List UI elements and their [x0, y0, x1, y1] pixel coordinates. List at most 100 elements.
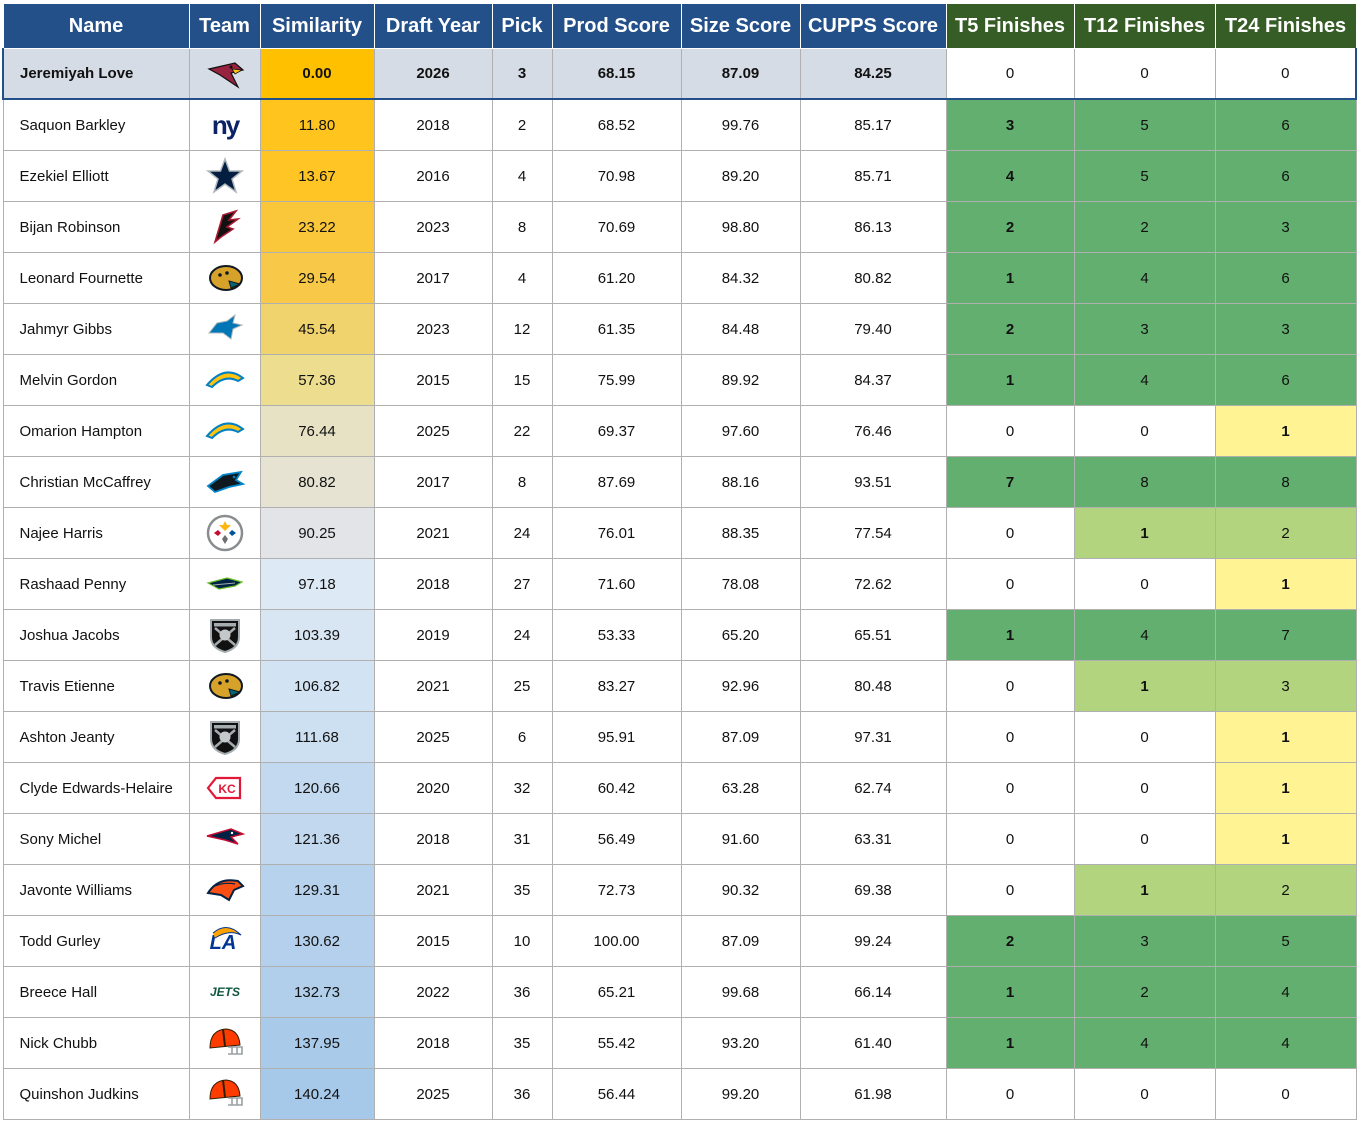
- cell-prod-score[interactable]: 83.27: [551, 660, 682, 712]
- cell-similarity[interactable]: 29.54: [259, 252, 375, 304]
- cell-pick[interactable]: 32: [491, 762, 553, 814]
- cell-draft-year[interactable]: 2018: [373, 98, 493, 151]
- cell-draft-year[interactable]: 2018: [373, 1017, 493, 1069]
- cell-draft-year[interactable]: 2022: [373, 966, 493, 1018]
- cell-similarity[interactable]: 111.68: [259, 711, 375, 763]
- cell-team[interactable]: [188, 303, 261, 355]
- cell-t12-finishes[interactable]: 0: [1073, 1068, 1216, 1120]
- col-header-prod-score[interactable]: Prod Score: [551, 3, 682, 49]
- cell-similarity[interactable]: 137.95: [259, 1017, 375, 1069]
- cell-t24-finishes[interactable]: 2: [1214, 507, 1357, 559]
- cell-cupps-score[interactable]: 80.48: [799, 660, 947, 712]
- cell-name[interactable]: Travis Etienne: [2, 660, 190, 712]
- cell-t24-finishes[interactable]: 4: [1214, 1017, 1357, 1069]
- cell-name[interactable]: Javonte Williams: [2, 864, 190, 916]
- cell-name[interactable]: Najee Harris: [2, 507, 190, 559]
- cell-draft-year[interactable]: 2019: [373, 609, 493, 661]
- cell-team[interactable]: [188, 813, 261, 865]
- cell-pick[interactable]: 8: [491, 201, 553, 253]
- cell-size-score[interactable]: 63.28: [680, 762, 801, 814]
- cell-pick[interactable]: 6: [491, 711, 553, 763]
- cell-t12-finishes[interactable]: 5: [1073, 98, 1216, 151]
- cell-name[interactable]: Quinshon Judkins: [2, 1068, 190, 1120]
- col-header-t24-finishes[interactable]: T24 Finishes: [1214, 3, 1357, 49]
- cell-similarity[interactable]: 57.36: [259, 354, 375, 406]
- cell-prod-score[interactable]: 72.73: [551, 864, 682, 916]
- cell-pick[interactable]: 12: [491, 303, 553, 355]
- cell-size-score[interactable]: 92.96: [680, 660, 801, 712]
- col-header-similarity[interactable]: Similarity: [259, 3, 375, 49]
- cell-t5-finishes[interactable]: 0: [945, 48, 1075, 100]
- cell-size-score[interactable]: 99.76: [680, 98, 801, 151]
- cell-name[interactable]: Todd Gurley: [2, 915, 190, 967]
- col-header-name[interactable]: Name: [2, 3, 190, 49]
- cell-team[interactable]: [188, 915, 261, 967]
- cell-size-score[interactable]: 99.68: [680, 966, 801, 1018]
- cell-name[interactable]: Melvin Gordon: [2, 354, 190, 406]
- cell-similarity[interactable]: 103.39: [259, 609, 375, 661]
- cell-team[interactable]: [188, 609, 261, 661]
- cell-cupps-score[interactable]: 61.40: [799, 1017, 947, 1069]
- cell-t24-finishes[interactable]: 1: [1214, 405, 1357, 457]
- cell-t5-finishes[interactable]: 2: [945, 915, 1075, 967]
- cell-draft-year[interactable]: 2021: [373, 507, 493, 559]
- cell-team[interactable]: [188, 558, 261, 610]
- cell-cupps-score[interactable]: 79.40: [799, 303, 947, 355]
- cell-cupps-score[interactable]: 63.31: [799, 813, 947, 865]
- col-header-team[interactable]: Team: [188, 3, 261, 49]
- cell-draft-year[interactable]: 2016: [373, 150, 493, 202]
- cell-pick[interactable]: 25: [491, 660, 553, 712]
- cell-size-score[interactable]: 87.09: [680, 915, 801, 967]
- cell-size-score[interactable]: 99.20: [680, 1068, 801, 1120]
- cell-t24-finishes[interactable]: 1: [1214, 813, 1357, 865]
- cell-similarity[interactable]: 130.62: [259, 915, 375, 967]
- col-header-t12-finishes[interactable]: T12 Finishes: [1073, 3, 1216, 49]
- cell-size-score[interactable]: 65.20: [680, 609, 801, 661]
- cell-similarity[interactable]: 120.66: [259, 762, 375, 814]
- cell-name[interactable]: Breece Hall: [2, 966, 190, 1018]
- cell-prod-score[interactable]: 100.00: [551, 915, 682, 967]
- cell-t5-finishes[interactable]: 1: [945, 966, 1075, 1018]
- cell-prod-score[interactable]: 56.44: [551, 1068, 682, 1120]
- cell-similarity[interactable]: 90.25: [259, 507, 375, 559]
- cell-prod-score[interactable]: 70.98: [551, 150, 682, 202]
- cell-name[interactable]: Nick Chubb: [2, 1017, 190, 1069]
- cell-size-score[interactable]: 93.20: [680, 1017, 801, 1069]
- cell-t12-finishes[interactable]: 0: [1073, 558, 1216, 610]
- cell-cupps-score[interactable]: 77.54: [799, 507, 947, 559]
- cell-t5-finishes[interactable]: 1: [945, 1017, 1075, 1069]
- cell-pick[interactable]: 4: [491, 150, 553, 202]
- cell-draft-year[interactable]: 2018: [373, 813, 493, 865]
- cell-cupps-score[interactable]: 66.14: [799, 966, 947, 1018]
- cell-similarity[interactable]: 132.73: [259, 966, 375, 1018]
- cell-size-score[interactable]: 97.60: [680, 405, 801, 457]
- cell-t24-finishes[interactable]: 6: [1214, 98, 1357, 151]
- cell-cupps-score[interactable]: 85.17: [799, 98, 947, 151]
- cell-t12-finishes[interactable]: 3: [1073, 303, 1216, 355]
- cell-draft-year[interactable]: 2021: [373, 660, 493, 712]
- cell-prod-score[interactable]: 68.15: [551, 48, 682, 100]
- cell-cupps-score[interactable]: 80.82: [799, 252, 947, 304]
- cell-t12-finishes[interactable]: 4: [1073, 1017, 1216, 1069]
- cell-similarity[interactable]: 13.67: [259, 150, 375, 202]
- cell-t12-finishes[interactable]: 5: [1073, 150, 1216, 202]
- cell-cupps-score[interactable]: 76.46: [799, 405, 947, 457]
- cell-pick[interactable]: 35: [491, 1017, 553, 1069]
- cell-t12-finishes[interactable]: 0: [1073, 762, 1216, 814]
- cell-t24-finishes[interactable]: 2: [1214, 864, 1357, 916]
- cell-name[interactable]: Ezekiel Elliott: [2, 150, 190, 202]
- cell-cupps-score[interactable]: 99.24: [799, 915, 947, 967]
- cell-t5-finishes[interactable]: 0: [945, 558, 1075, 610]
- cell-team[interactable]: [188, 456, 261, 508]
- cell-team[interactable]: [188, 48, 261, 100]
- cell-t5-finishes[interactable]: 0: [945, 1068, 1075, 1120]
- cell-name[interactable]: Bijan Robinson: [2, 201, 190, 253]
- cell-t24-finishes[interactable]: 1: [1214, 762, 1357, 814]
- cell-similarity[interactable]: 23.22: [259, 201, 375, 253]
- cell-t24-finishes[interactable]: 3: [1214, 303, 1357, 355]
- cell-t12-finishes[interactable]: 0: [1073, 48, 1216, 100]
- cell-t24-finishes[interactable]: 0: [1214, 48, 1357, 100]
- cell-cupps-score[interactable]: 93.51: [799, 456, 947, 508]
- cell-draft-year[interactable]: 2025: [373, 1068, 493, 1120]
- cell-cupps-score[interactable]: 97.31: [799, 711, 947, 763]
